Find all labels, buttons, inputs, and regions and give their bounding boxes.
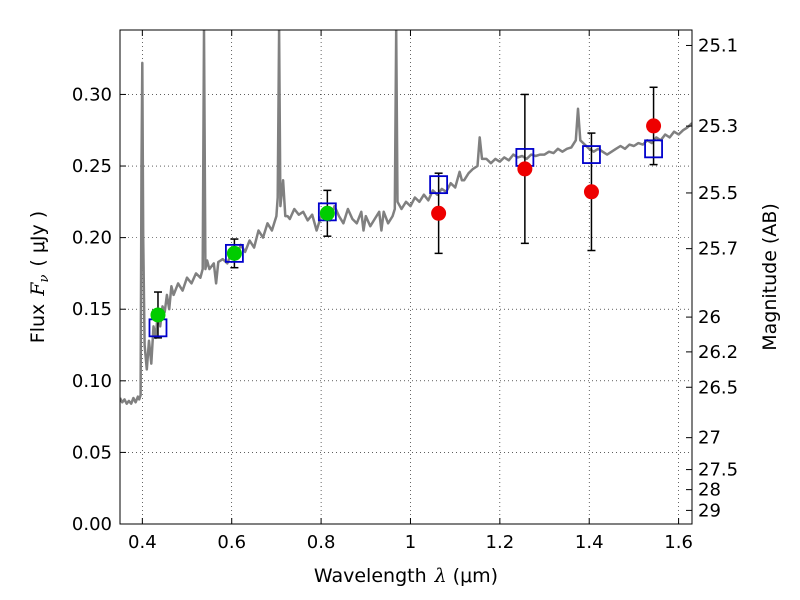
y-axis-unit: ( μJy ) xyxy=(27,211,49,267)
x-tick-label: 1.6 xyxy=(664,532,693,553)
axis-ticks xyxy=(120,30,692,525)
x-tick-label: 1.4 xyxy=(575,532,604,553)
x-axis-unit: (μm) xyxy=(453,565,498,587)
right-tick-label: 25.3 xyxy=(698,116,738,137)
observed-point-green xyxy=(319,205,335,221)
observed-points-optical xyxy=(150,205,335,323)
observed-point-red xyxy=(517,161,533,177)
y-tick-label: 0.15 xyxy=(72,299,112,320)
x-tick-label: 1 xyxy=(405,532,416,553)
observed-point-green xyxy=(150,307,166,323)
model-square xyxy=(429,175,449,195)
y-tick-label: 0.20 xyxy=(72,228,112,249)
right-tick-label: 26.2 xyxy=(698,342,738,363)
y-tick-label: 0.05 xyxy=(72,442,112,463)
model-square xyxy=(224,243,244,263)
right-tick-label: 26.5 xyxy=(698,377,738,398)
right-tick-label: 28 xyxy=(698,480,721,501)
y-axis-label: Flux Fν ( μJy ) xyxy=(27,211,52,343)
x-tick-label: 0.8 xyxy=(307,532,336,553)
model-square xyxy=(644,139,663,159)
x-tick-label: 1.2 xyxy=(486,532,515,553)
x-axis-label: Wavelength λ (μm) xyxy=(314,565,498,587)
right-axis-label: Magnitude (AB) xyxy=(759,203,781,351)
x-tick-labels: 0.4 0.6 0.8 1 1.2 1.4 1.6 xyxy=(128,532,693,553)
observed-point-green xyxy=(226,245,242,261)
y-axis-subscript: ν xyxy=(37,275,52,283)
y-tick-label: 0.30 xyxy=(72,84,112,105)
plot-content xyxy=(120,30,692,405)
plot-frame xyxy=(119,29,693,525)
observed-point-red xyxy=(431,205,447,221)
right-tick-label: 29 xyxy=(698,500,721,521)
y-tick-labels: 0.00 0.05 0.10 0.15 0.20 0.25 0.30 xyxy=(72,84,112,535)
model-photometry xyxy=(148,139,663,338)
y-tick-label: 0.10 xyxy=(72,371,112,392)
x-axis-label-prefix: Wavelength xyxy=(314,565,427,587)
right-tick-label: 27.5 xyxy=(698,460,738,481)
y-tick-label: 0.25 xyxy=(72,156,112,177)
right-tick-label: 26 xyxy=(698,307,721,328)
observed-point-red xyxy=(646,118,662,134)
model-square xyxy=(582,145,601,164)
y-axis-symbol: F xyxy=(27,282,49,297)
right-tick-label: 25.7 xyxy=(698,239,738,260)
x-tick-label: 0.6 xyxy=(217,532,246,553)
spectrum-line xyxy=(120,30,692,405)
right-tick-label: 25.1 xyxy=(698,35,738,56)
x-axis-symbol: λ xyxy=(434,565,447,587)
x-tick-label: 0.4 xyxy=(128,532,157,553)
y-tick-label: 0.00 xyxy=(72,514,112,535)
y-axis-label-prefix: Flux xyxy=(27,304,49,344)
observed-point-red xyxy=(583,184,599,200)
right-tick-label: 27 xyxy=(698,428,721,449)
observed-points-nir xyxy=(431,118,662,221)
right-tick-label: 25.5 xyxy=(698,183,738,204)
